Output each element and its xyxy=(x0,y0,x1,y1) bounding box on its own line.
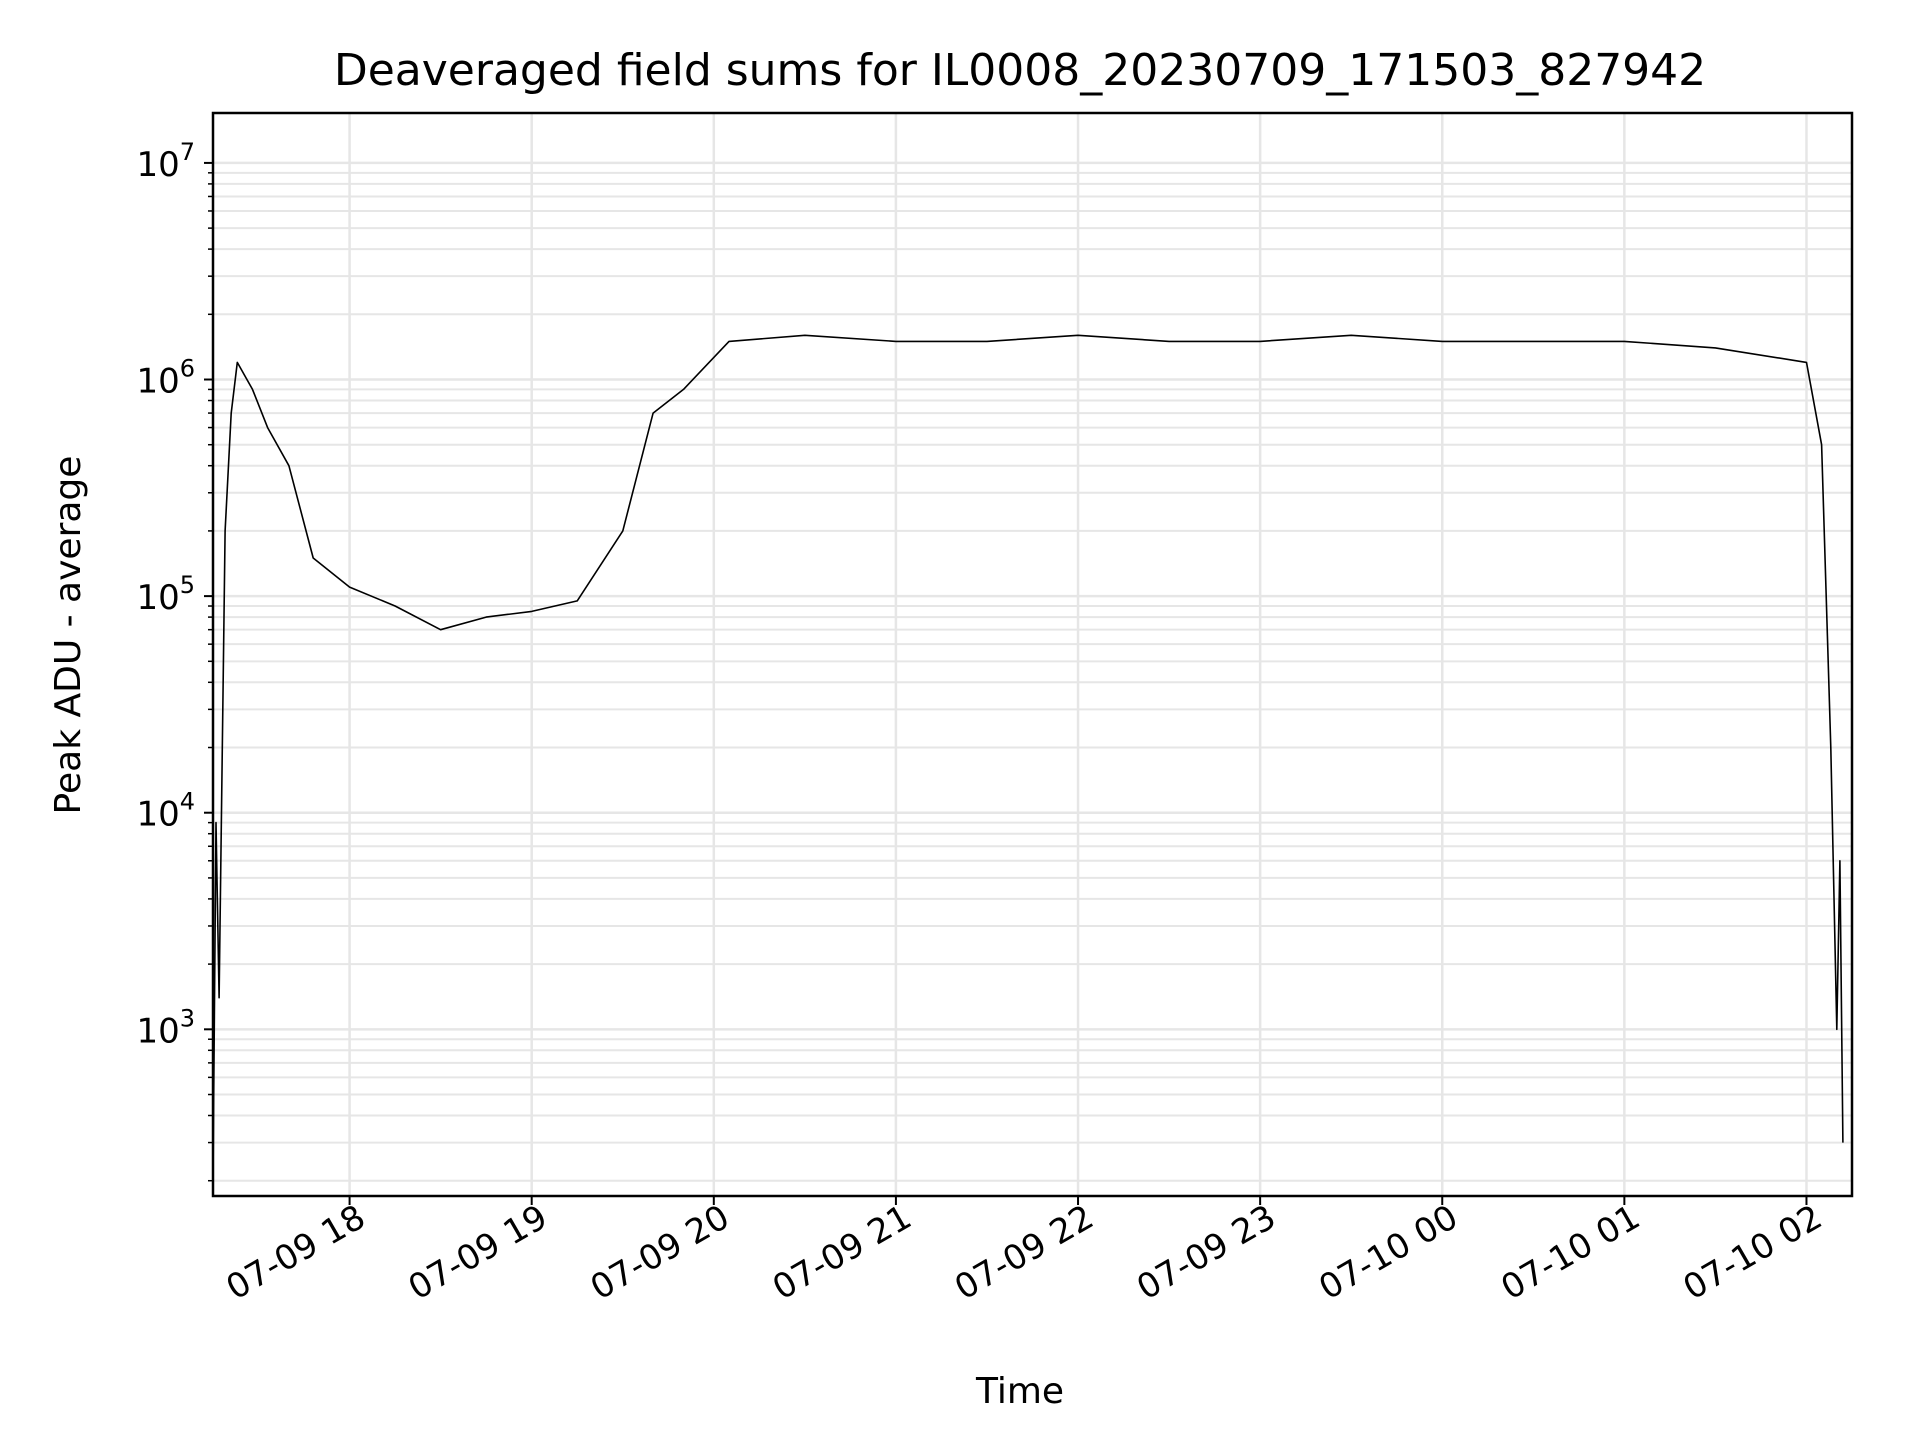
y-axis: 103 104 105 106 107 xyxy=(136,138,213,1182)
y-tick-label: 103 xyxy=(136,1004,195,1051)
grid-lines xyxy=(213,113,1852,1196)
y-tick-label: 105 xyxy=(136,571,195,618)
series-line xyxy=(212,334,1844,1181)
chart-title: Deaveraged field sums for IL0008_2023070… xyxy=(334,45,1706,96)
y-tick-label: 107 xyxy=(136,138,195,185)
y-axis-label: Peak ADU - average xyxy=(48,456,89,815)
series-layer xyxy=(212,334,1844,1181)
y-tick-label: 106 xyxy=(136,355,195,402)
y-tick-label: 104 xyxy=(136,788,195,835)
plot-frame xyxy=(211,111,1854,1198)
x-axis-label: Time xyxy=(975,1371,1064,1412)
